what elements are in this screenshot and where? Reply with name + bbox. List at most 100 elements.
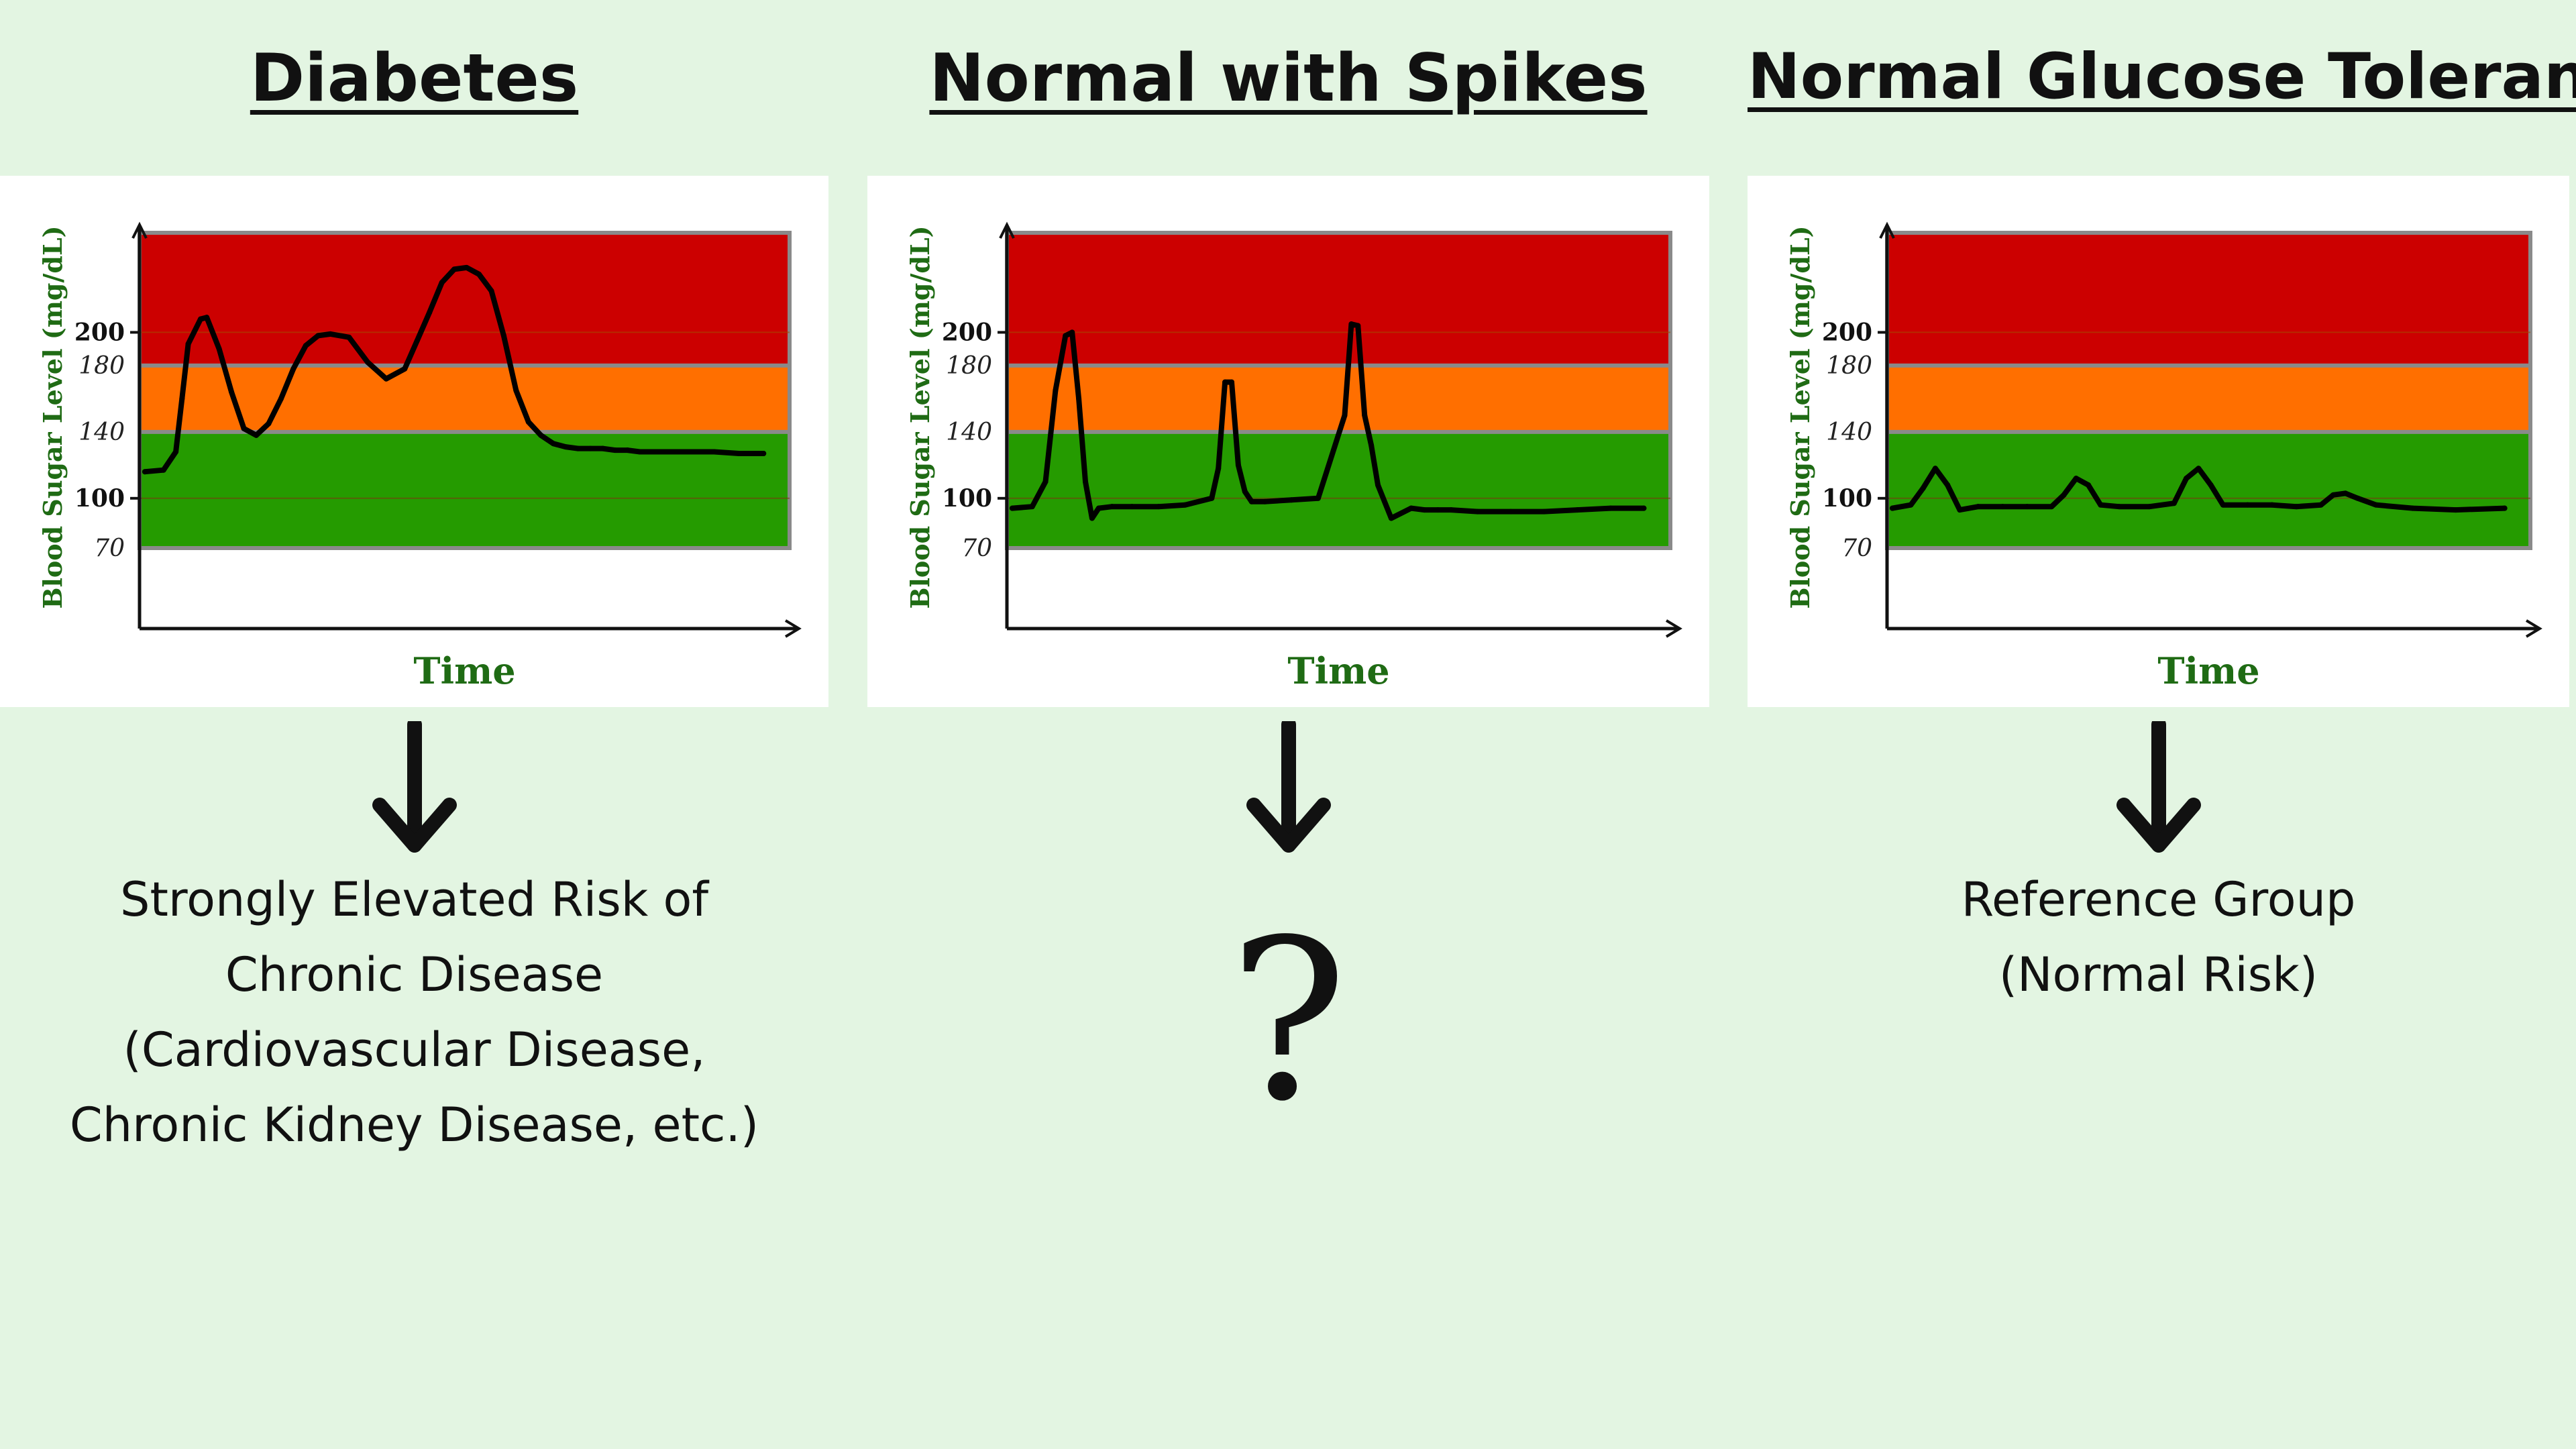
glucose-data-point [2196,466,2202,472]
glucose-data-point [1474,508,1481,515]
glucose-data-point [160,467,166,473]
outcome-line: Chronic Kidney Disease, etc.) [69,1097,759,1152]
glucose-data-point [1076,396,1082,402]
glucose-data-point [451,266,458,272]
chart-panel: 70 100 140 180 200 Blood Sugar Level (mg/dL) T… [1748,176,2569,707]
glucose-data-point [1574,507,1580,513]
glucose-data-point [303,343,309,349]
glucose-data-point [2171,500,2177,506]
band-high [1007,233,1670,366]
y-tick-label: 200 [1822,318,1872,346]
y-tick-label: 70 [94,535,125,562]
glucose-data-point [365,359,371,365]
glucose-data-point [2024,504,2030,510]
glucose-data-point [346,334,352,340]
x-axis-arrowhead [784,619,802,638]
glucose-data-point [1348,321,1354,327]
glucose-data-point [1435,507,1441,513]
glucose-data-point [1920,485,1926,491]
glucose-data-point [290,366,297,372]
glucose-data-point [1890,505,1895,511]
glucose-data-point [1355,323,1361,329]
glucose-data-point [464,264,470,270]
glucose-data-point [736,451,742,456]
glucose-data-point [563,444,569,450]
y-axis-label: Blood Sugar Level (mg/dL) [1785,225,1815,608]
glucose-data-point [2318,502,2324,508]
x-axis-arrowhead [2525,619,2542,638]
y-tick-label: 70 [1841,535,1872,562]
glucose-data-point [761,451,767,456]
y-axis-arrowhead [999,221,1015,239]
y-tick-label: 100 [1822,484,1872,513]
glucose-data-point [383,376,389,382]
glucose-data-point [1182,502,1188,508]
glucose-data-point [2410,505,2416,511]
glucose-data-point [1388,515,1394,521]
glucose-data-point [1235,462,1241,468]
glucose-data-point [1342,413,1348,419]
y-tick-label: 140 [1826,419,1872,446]
glucose-data-point [2000,504,2006,510]
column-diabetes: Diabetes 70 100 140 180 200 Blood Sugar Level… [0,0,828,1449]
glucose-data-point [266,421,272,427]
outcome-line: (Normal Risk) [1998,947,2318,1002]
glucose-data-point [1083,479,1089,485]
glucose-data-point [2049,504,2055,510]
glucose-data-point [1242,488,1248,494]
y-axis-arrowhead [131,221,148,239]
glucose-data-point [2061,492,2067,498]
glucose-data-point [241,425,247,431]
glucose-data-point [1945,482,1951,488]
glucose-data-point [1607,505,1613,511]
glucose-data-point [2184,476,2190,482]
band-normal [1887,431,2530,548]
glucose-data-point [637,449,643,455]
y-axis-label: Blood Sugar Level (mg/dL) [905,225,935,608]
glucose-data-point [1216,466,1222,472]
glucose-data-point [476,271,482,277]
glucose-data-point [216,346,222,352]
glucose-data-point [550,441,556,447]
glucose-data-point [711,449,717,455]
glucose-data-point [588,445,594,451]
glucose-data-point [1368,442,1375,448]
down-arrow-icon [372,721,457,853]
panel-title: Normal Glucose Tolerance [1748,40,2576,113]
glucose-data-point [2073,476,2079,482]
y-tick-label: 180 [946,352,992,380]
y-tick-label: 70 [961,535,992,562]
glucose-data-point [1641,505,1647,511]
glucose-data-point [1908,502,1914,508]
glucose-data-point [1222,379,1228,385]
glucose-data-point [1042,479,1049,485]
glucose-data-point [439,280,445,286]
outcome-line: (Cardiovascular Disease, [123,1022,706,1077]
glucose-data-point [612,447,618,453]
glucose-data-point [625,447,631,453]
glucose-data-point [1229,379,1235,385]
glucose-data-point [2502,505,2508,511]
y-axis-arrowhead [1879,221,1895,239]
down-arrow-icon [2116,721,2201,853]
glucose-data-point [513,388,519,393]
glucose-data-point [1248,498,1254,504]
column-normal-glucose-tolerance: Normal Glucose Tolerance 70 100 140 180 200B… [1748,0,2576,1449]
y-tick-label: 100 [942,484,992,513]
glucose-data-point [1421,507,1428,513]
chart-panel: 70 100 140 180 200 Blood Sugar Level (mg/dL) T… [0,176,828,707]
glucose-data-point [414,337,420,343]
y-tick-label: 140 [78,419,125,446]
glucose-data-point [1063,333,1069,339]
glucose-data-point [538,432,544,438]
glucose-data-point [2343,490,2349,496]
glucose-data-point [1541,508,1547,515]
panel-title: Normal with Spikes [929,40,1648,117]
y-tick-label: 100 [74,484,125,513]
outcome-line: Chronic Disease [225,947,604,1002]
glucose-data-point [327,331,333,337]
glucose-data-point [2330,492,2337,498]
